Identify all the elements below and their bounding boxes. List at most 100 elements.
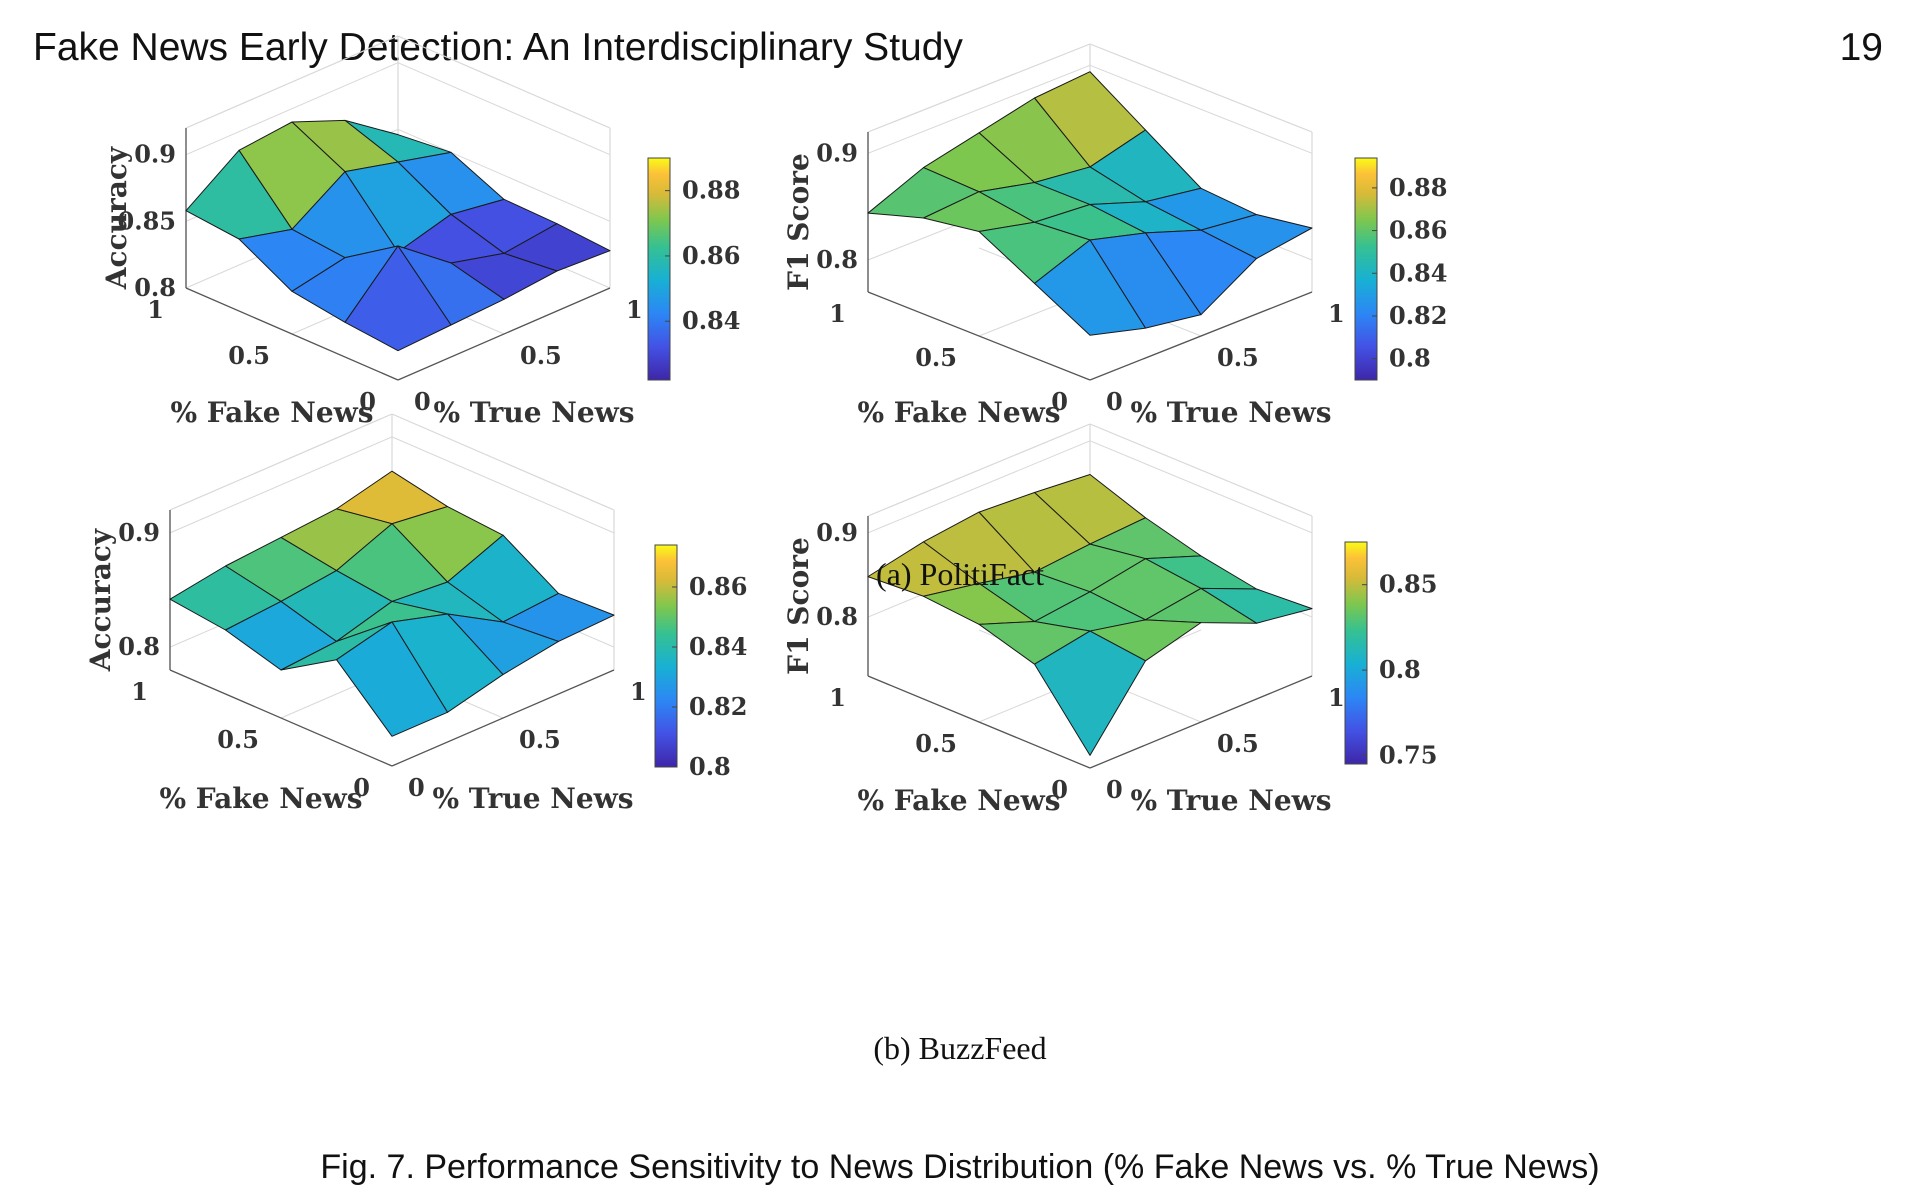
colorbar-tick-label: 0.84	[689, 632, 747, 661]
z-tick-label: 0.9	[816, 138, 858, 167]
page-number: 19	[1839, 26, 1883, 69]
x-axis-label: % Fake News	[170, 396, 373, 429]
y-axis-label: % True News	[1130, 396, 1331, 429]
axis-line	[867, 291, 1091, 381]
surface-chart-3: 0 0.5 1 0 0.5 1 0.8 0.9 % Fake News % True News Ac…	[84, 413, 747, 815]
y-axis-label: % True News	[432, 782, 633, 815]
colorbar-tick-label: 0.8	[1379, 655, 1421, 684]
x-axis-label: % Fake News	[857, 784, 1060, 817]
box-line	[391, 413, 615, 511]
colorbar-tick-label: 0.86	[1389, 216, 1447, 245]
y-tick-label: 0	[1106, 387, 1123, 416]
subcaption-a: (a) PolitiFact	[760, 556, 1160, 593]
grid-line	[1089, 440, 1313, 534]
z-axis-label: Accuracy	[100, 146, 133, 290]
y-axis-label: % True News	[1130, 784, 1331, 817]
surface-facet	[336, 621, 448, 737]
axis-line	[867, 675, 1091, 769]
z-tick-label: 0.8	[118, 632, 160, 661]
colorbar-tick-label: 0.84	[682, 306, 740, 335]
y-tick-label: 1	[626, 295, 643, 324]
x-tick-label: 0.5	[915, 729, 957, 758]
grid-line	[1089, 64, 1313, 154]
x-tick-label: 0	[359, 387, 376, 416]
x-tick-label: 0.5	[228, 341, 270, 370]
colorbar-tick-label: 0.75	[1379, 740, 1437, 769]
axis-line	[1089, 675, 1313, 769]
colorbar-tick-label: 0.88	[1389, 173, 1447, 202]
z-tick-label: 0.9	[816, 518, 858, 547]
colorbar-tick-label: 0.8	[1389, 344, 1431, 373]
z-axis-label: F1 Score	[782, 537, 815, 675]
grid-line	[185, 62, 399, 156]
running-title: Fake News Early Detection: An Interdisci…	[33, 26, 963, 69]
grid-line	[397, 62, 611, 156]
x-tick-label: 1	[829, 299, 846, 328]
colorbar	[1354, 157, 1378, 381]
colorbar	[647, 157, 671, 381]
colorbar-tick-label: 0.82	[1389, 301, 1447, 330]
surface-chart-2: 0 0.5 1 0 0.5 1 0.8 0.9 % Fake News % True News F1…	[782, 43, 1447, 429]
surface-chart-4: 0 0.5 1 0 0.5 1 0.8 0.9 % Fake News % True News F1…	[782, 423, 1437, 817]
y-tick-label: 1	[1328, 683, 1345, 712]
y-tick-label: 0.5	[1217, 343, 1259, 372]
grid-line	[169, 436, 393, 534]
surface-facet	[1034, 239, 1146, 336]
subcaption-b-label: (b)	[873, 1030, 911, 1066]
axis-line	[1089, 291, 1313, 381]
subcaption-b-name: BuzzFeed	[918, 1030, 1047, 1066]
colorbar-tick-label: 0.88	[682, 176, 740, 205]
x-tick-label: 1	[131, 677, 148, 706]
box-line	[867, 423, 1091, 517]
x-tick-label: 0	[1051, 387, 1068, 416]
z-tick-label: 0.8	[816, 602, 858, 631]
colorbar-tick-label: 0.82	[689, 692, 747, 721]
colorbar-tick-label: 0.8	[689, 752, 731, 781]
axis-line	[185, 287, 399, 381]
subcaption-b: (b) BuzzFeed	[760, 1030, 1160, 1067]
box-line	[397, 35, 611, 129]
y-tick-label: 0.5	[1217, 729, 1259, 758]
y-tick-label: 0.5	[520, 341, 562, 370]
x-tick-label: 0.5	[217, 725, 259, 754]
x-tick-label: 0	[353, 773, 370, 802]
x-axis-label: % Fake News	[857, 396, 1060, 429]
y-tick-label: 1	[630, 677, 647, 706]
x-tick-label: 0	[1051, 775, 1068, 804]
colorbar	[1344, 541, 1368, 765]
axis-line	[391, 669, 615, 767]
box-line	[169, 413, 393, 511]
grid-line	[867, 64, 1091, 154]
x-tick-label: 1	[829, 683, 846, 712]
y-tick-label: 0	[1106, 775, 1123, 804]
colorbar-tick-label: 0.84	[1389, 258, 1447, 287]
z-tick-label: 0.9	[118, 518, 160, 547]
grid-line	[397, 128, 611, 222]
grid-line	[391, 436, 615, 534]
z-axis-label: F1 Score	[782, 153, 815, 291]
surface-facet	[1034, 630, 1146, 756]
y-tick-label: 1	[1328, 299, 1345, 328]
z-tick-label: 0.8	[134, 273, 176, 302]
x-tick-label: 0.5	[915, 343, 957, 372]
x-tick-label: 1	[147, 295, 164, 324]
surface-facet	[344, 245, 452, 352]
x-axis-label: % Fake News	[159, 782, 362, 815]
z-tick-label: 0.9	[134, 140, 176, 169]
y-tick-label: 0.5	[519, 725, 561, 754]
z-tick-label: 0.85	[118, 206, 176, 235]
subcaption-a-name: PolitiFact	[919, 556, 1044, 592]
y-axis-label: % True News	[433, 396, 634, 429]
y-tick-label: 0	[408, 773, 425, 802]
y-tick-label: 0	[414, 387, 431, 416]
z-axis-label: Accuracy	[84, 528, 117, 672]
figure-caption: Fig. 7. Performance Sensitivity to News …	[320, 1148, 1600, 1186]
grid-line	[867, 440, 1091, 534]
z-tick-label: 0.8	[816, 245, 858, 274]
colorbar-tick-label: 0.86	[689, 572, 747, 601]
box-line	[185, 35, 399, 129]
box-line	[1089, 43, 1313, 133]
colorbar-tick-label: 0.86	[682, 241, 740, 270]
